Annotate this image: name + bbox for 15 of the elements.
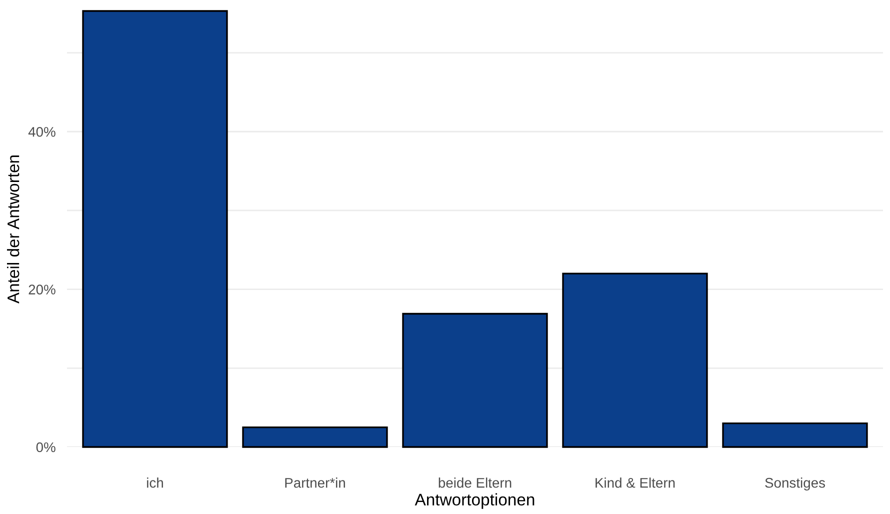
y-tick-label: 20% <box>28 284 56 294</box>
y-axis-title: Anteil der Antworten <box>7 155 20 304</box>
bar <box>82 10 228 448</box>
bar <box>722 422 868 448</box>
y-tick-label: 0% <box>36 442 56 452</box>
x-axis-title: Antwortoptionen <box>414 493 534 509</box>
y-tick-label: 40% <box>28 126 56 137</box>
x-tick-label: ich <box>147 478 163 488</box>
x-tick-label: beide Eltern <box>438 478 512 488</box>
x-tick-label: Sonstiges <box>765 478 825 491</box>
x-tick-label: Partner*in <box>285 478 345 488</box>
bar <box>242 426 388 448</box>
bar <box>402 312 548 448</box>
x-tick-label: Kind & Eltern <box>596 478 675 488</box>
bar <box>562 272 708 448</box>
